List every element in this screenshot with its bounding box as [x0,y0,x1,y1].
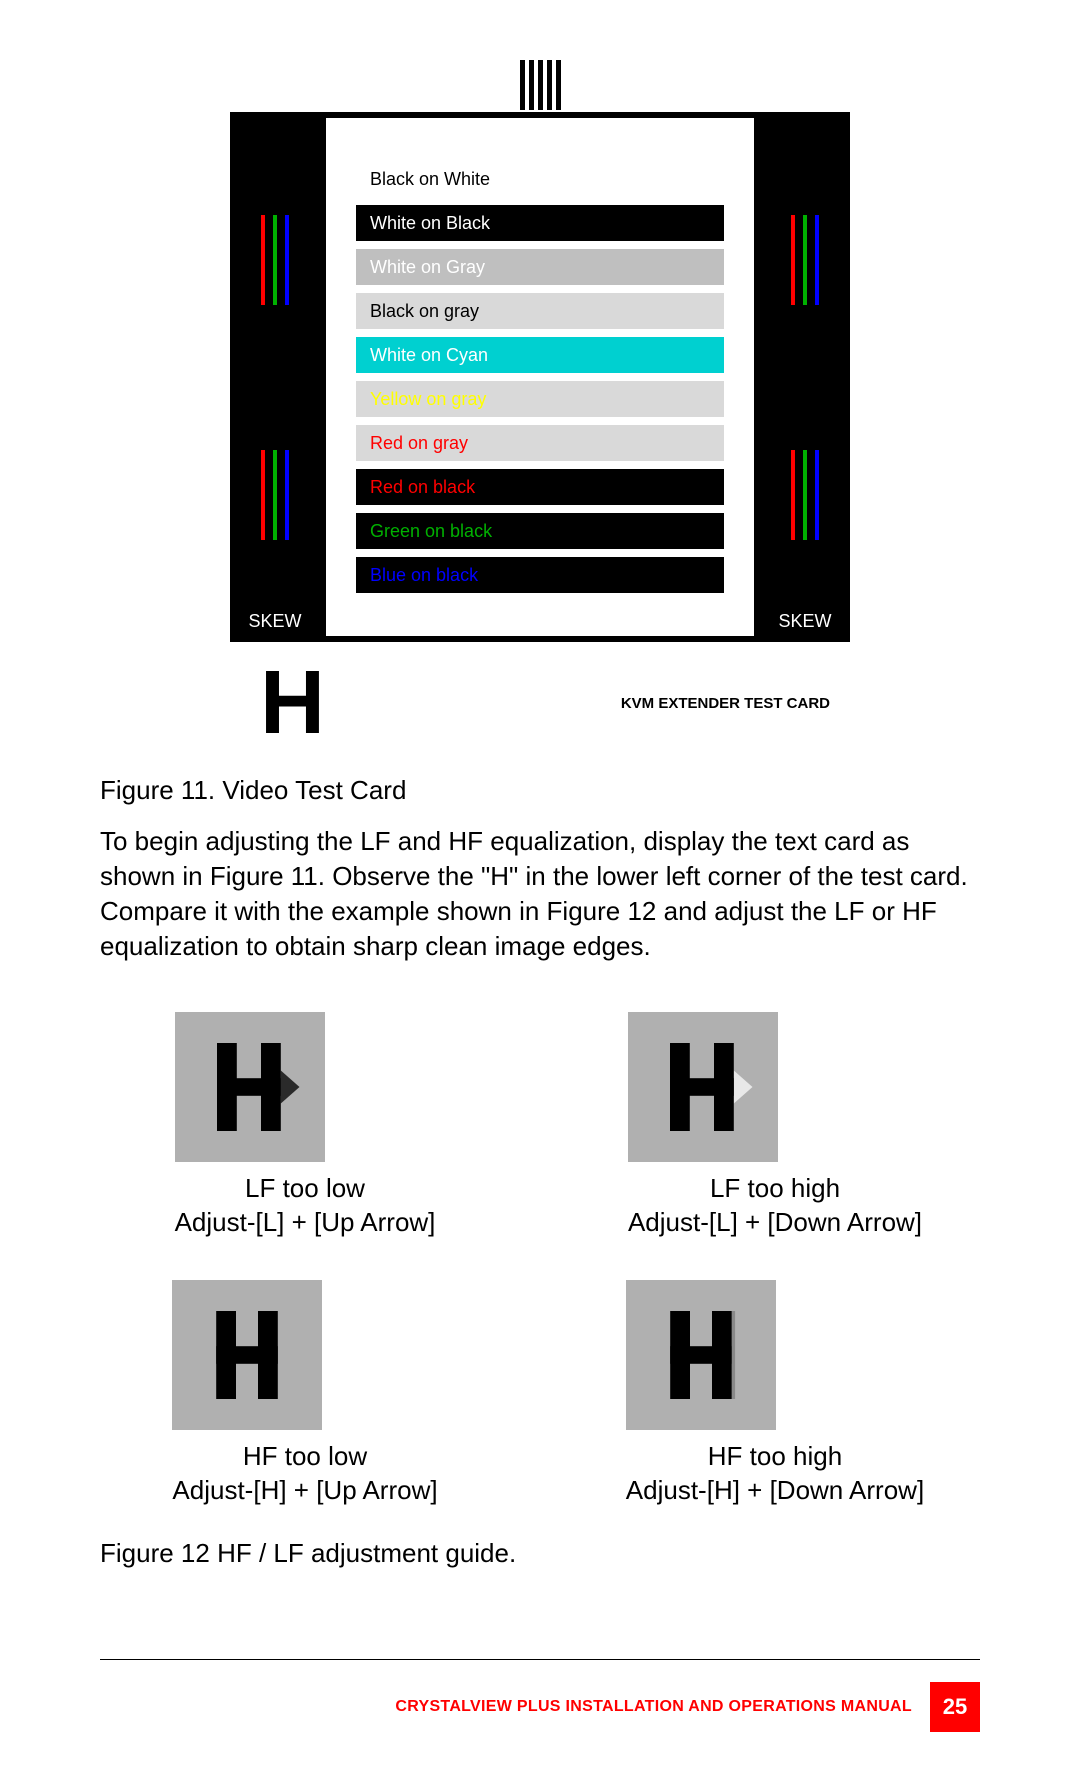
color-test-row: White on Black [356,205,724,241]
body-paragraph: To begin adjusting the LF and HF equaliz… [100,824,980,964]
test-card-footer: H KVM EXTENDER TEST CARD [230,652,850,755]
lf-too-high-cell: LF too high Adjust-[L] + [Down Arrow] [628,1012,922,1240]
color-rows-panel: Black on White White on Black White on Gra… [320,112,760,642]
page-number: 25 [930,1682,980,1732]
top-vertical-bars [230,60,850,110]
hf-too-high-swatch [626,1280,776,1430]
rgb-bars [230,215,320,305]
hf-too-high-label: HF too high Adjust-[H] + [Down Arrow] [626,1440,924,1508]
color-test-row: Blue on black [356,557,724,593]
color-test-row: Red on black [356,469,724,505]
lf-too-high-swatch [628,1012,778,1162]
reference-h-glyph: H [260,652,325,755]
skew-panel-left: SKEW [230,112,320,642]
skew-label: SKEW [230,611,320,632]
skew-panel-right: SKEW [760,112,850,642]
color-test-row: Red on gray [356,425,724,461]
lf-too-low-label: LF too low Adjust-[L] + [Up Arrow] [175,1172,436,1240]
footer-title: CRYSTALVIEW PLUS INSTALLATION AND OPERAT… [395,1698,912,1716]
color-test-row: Yellow on gray [356,381,724,417]
lf-too-low-swatch [175,1012,325,1162]
video-test-card: SKEW Black on White White on Black White o… [230,60,850,642]
figure-11-caption: Figure 11. Video Test Card [100,775,980,806]
color-test-row: Green on black [356,513,724,549]
hf-too-low-cell: HF too low Adjust-[H] + [Up Arrow] [172,1280,437,1508]
h-adjustment-grid: LF too low Adjust-[L] + [Up Arrow] LF to… [100,1012,980,1507]
lf-too-low-cell: LF too low Adjust-[L] + [Up Arrow] [175,1012,436,1240]
color-test-row: White on Gray [356,249,724,285]
lf-too-high-label: LF too high Adjust-[L] + [Down Arrow] [628,1172,922,1240]
hf-too-high-cell: HF too high Adjust-[H] + [Down Arrow] [626,1280,924,1508]
page-footer: CRYSTALVIEW PLUS INSTALLATION AND OPERAT… [100,1682,980,1732]
rgb-bars [230,450,320,540]
hf-too-low-swatch [172,1280,322,1430]
rgb-bars [760,450,850,540]
footer-rule [100,1659,980,1660]
rgb-bars [760,215,850,305]
figure-12-caption: Figure 12 HF / LF adjustment guide. [100,1538,980,1569]
extender-label: KVM EXTENDER TEST CARD [621,695,830,712]
color-test-row: White on Cyan [356,337,724,373]
color-test-row: Black on gray [356,293,724,329]
test-card-body: SKEW Black on White White on Black White o… [230,112,850,642]
hf-too-low-label: HF too low Adjust-[H] + [Up Arrow] [172,1440,437,1508]
color-test-row: Black on White [356,161,724,197]
skew-label: SKEW [760,611,850,632]
